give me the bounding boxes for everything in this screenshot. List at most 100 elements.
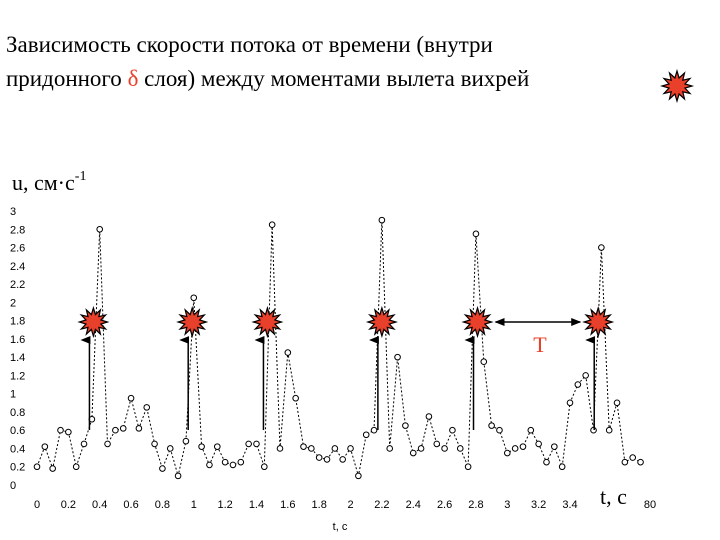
y-tick-label: 1.8: [10, 316, 25, 328]
data-point: [582, 372, 589, 379]
y-tick-label: 1: [10, 389, 16, 401]
data-point: [488, 422, 495, 429]
data-point: [519, 443, 527, 450]
x-tick-label: 2.6: [437, 499, 452, 511]
data-point: [456, 445, 464, 452]
y-tick-label: 1.2: [10, 370, 25, 382]
data-point: [33, 463, 41, 471]
y-axis-label: u, см·с-1: [12, 169, 86, 195]
x-tick-label: 2.4: [406, 499, 421, 511]
x-tick-label: 1.2: [217, 499, 232, 511]
data-point: [331, 445, 339, 452]
x-tick-label: 3.2: [531, 499, 546, 511]
data-point: [425, 413, 433, 420]
vortex-marker: [461, 305, 494, 339]
data-line: [36, 220, 641, 477]
data-point: [206, 461, 213, 469]
y-tick-label: 2.6: [10, 243, 25, 255]
data-point: [119, 425, 127, 432]
data-point: [292, 394, 299, 402]
data-point: [511, 445, 519, 452]
y-label-exponent: -1: [75, 169, 87, 184]
y-tick-label: 2.2: [10, 279, 25, 291]
data-point: [261, 463, 268, 471]
y-tick-label: 0.4: [10, 443, 25, 455]
data-point: [417, 445, 425, 452]
data-point: [300, 443, 307, 450]
data-point: [198, 443, 205, 450]
data-point: [127, 394, 135, 402]
data-point: [159, 465, 166, 472]
data-point: [135, 425, 143, 432]
data-point: [41, 443, 49, 450]
y-tick-label: 2: [10, 297, 16, 309]
x-tick-label: 0: [34, 499, 40, 511]
data-point: [284, 349, 292, 356]
data-point: [370, 426, 378, 434]
y-tick-label: 0.2: [10, 462, 25, 474]
data-point: [613, 399, 621, 407]
data-point: [276, 445, 284, 452]
data-point: [213, 443, 221, 450]
x-tick-label: 0.8: [155, 499, 170, 511]
x-tick-label: 0.4: [92, 499, 107, 511]
data-point: [237, 458, 245, 466]
corner-text: 80: [644, 499, 656, 511]
x-tick-label: 2.2: [374, 499, 389, 511]
data-point: [174, 472, 182, 480]
data-point: [598, 244, 605, 251]
data-point: [323, 456, 331, 463]
y-tick-label: 3: [10, 206, 16, 218]
data-point: [464, 463, 472, 471]
vortex-marker: [251, 305, 284, 339]
data-point: [57, 426, 64, 434]
x-tick-label: 2.8: [468, 499, 483, 511]
y-tick-label: 2.4: [10, 261, 25, 273]
title-star: [659, 68, 695, 104]
data-point: [480, 358, 488, 366]
data-point: [621, 458, 629, 466]
data-point: [245, 440, 252, 448]
data-point: [112, 426, 119, 434]
data-point: [433, 440, 441, 448]
data-point: [229, 461, 237, 469]
title-text: слоя) между моментами вылета вихрей: [138, 66, 529, 91]
title-delta: δ: [128, 66, 139, 91]
period-label: T: [533, 332, 547, 357]
title-line2: придонного δ слоя) между моментами вылет…: [6, 66, 529, 91]
x-tick-label: 3.4: [562, 499, 577, 511]
data-point: [496, 426, 503, 434]
data-point: [96, 225, 104, 233]
data-point: [386, 445, 394, 452]
data-point: [362, 431, 370, 439]
y-tick-label: 1.6: [10, 334, 25, 346]
y-tick-label: 0: [10, 480, 16, 492]
x-tick-label: 0.2: [61, 499, 76, 511]
data-point: [551, 443, 558, 450]
data-point: [629, 454, 637, 461]
data-point: [253, 440, 260, 448]
data-point: [558, 463, 566, 471]
data-point: [151, 440, 158, 448]
data-point: [49, 465, 56, 472]
data-point: [308, 445, 315, 452]
data-point: [72, 463, 80, 471]
data-point: [503, 449, 511, 457]
data-point: [339, 456, 346, 463]
data-point: [527, 426, 535, 434]
title-text: придонного: [6, 66, 128, 91]
x-tick-label: 3: [504, 499, 510, 511]
data-point: [190, 294, 198, 302]
x-tick-label: 1.8: [312, 499, 327, 511]
data-point: [535, 440, 542, 448]
y-label-text: u, см·с: [12, 170, 75, 195]
data-point: [409, 449, 417, 457]
data-point: [605, 426, 613, 434]
vortex-marker: [365, 305, 398, 339]
x-tick-label: 1.4: [249, 499, 264, 511]
data-point: [143, 404, 151, 411]
data-point: [315, 454, 323, 461]
data-point: [472, 230, 480, 238]
data-point: [441, 445, 448, 452]
data-point: [543, 458, 550, 466]
